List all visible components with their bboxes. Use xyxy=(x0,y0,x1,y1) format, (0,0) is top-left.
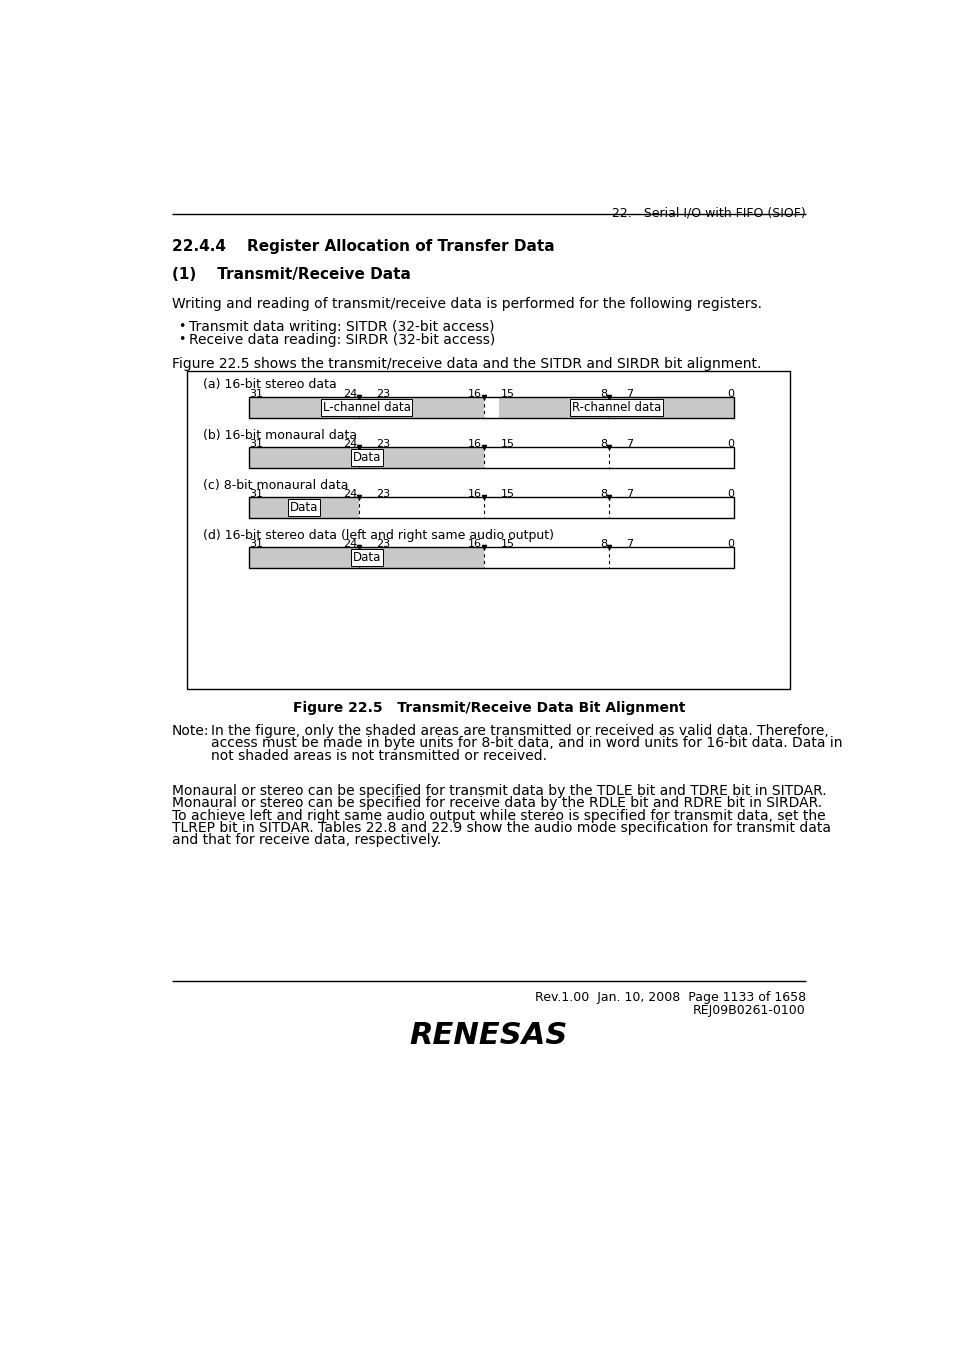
Text: To achieve left and right same audio output while stereo is specified for transm: To achieve left and right same audio out… xyxy=(172,809,824,822)
Text: Figure 22.5 shows the transmit/receive data and the SITDR and SIRDR bit alignmen: Figure 22.5 shows the transmit/receive d… xyxy=(172,356,760,371)
Bar xyxy=(249,447,733,467)
Text: 31: 31 xyxy=(249,439,263,450)
Text: 24: 24 xyxy=(343,489,357,500)
Text: 15: 15 xyxy=(500,439,515,450)
Text: (a) 16-bit stereo data: (a) 16-bit stereo data xyxy=(203,378,336,390)
Text: L-channel data: L-channel data xyxy=(322,401,410,413)
Bar xyxy=(249,447,733,467)
Text: 15: 15 xyxy=(500,389,515,400)
Text: 7: 7 xyxy=(625,489,633,500)
Text: 23: 23 xyxy=(375,389,390,400)
Text: R-channel data: R-channel data xyxy=(572,401,660,413)
Text: 31: 31 xyxy=(249,389,263,400)
Text: In the figure, only the shaded areas are transmitted or received as valid data. : In the figure, only the shaded areas are… xyxy=(211,724,827,738)
Text: (d) 16-bit stereo data (left and right same audio output): (d) 16-bit stereo data (left and right s… xyxy=(203,529,554,543)
Text: Note:: Note: xyxy=(172,724,210,738)
Bar xyxy=(249,497,733,518)
Text: (b) 16-bit monaural data: (b) 16-bit monaural data xyxy=(203,429,356,443)
Text: 8: 8 xyxy=(599,439,607,450)
Bar xyxy=(249,397,733,417)
Bar xyxy=(249,497,358,518)
Text: 22.   Serial I/O with FIFO (SIOF): 22. Serial I/O with FIFO (SIOF) xyxy=(612,207,805,220)
Text: Writing and reading of transmit/receive data is performed for the following regi: Writing and reading of transmit/receive … xyxy=(172,297,761,310)
Text: 8: 8 xyxy=(599,489,607,500)
Text: (c) 8-bit monaural data: (c) 8-bit monaural data xyxy=(203,479,348,493)
Text: •: • xyxy=(178,333,185,346)
Text: 24: 24 xyxy=(343,439,357,450)
Text: 31: 31 xyxy=(249,489,263,500)
Text: Data: Data xyxy=(290,501,318,514)
Text: Data: Data xyxy=(352,551,380,564)
Text: 15: 15 xyxy=(500,539,515,549)
Text: 15: 15 xyxy=(500,489,515,500)
Bar xyxy=(249,547,733,568)
Text: 16: 16 xyxy=(468,489,482,500)
Text: REJ09B0261-0100: REJ09B0261-0100 xyxy=(693,1003,805,1017)
Text: Transmit data writing: SITDR (32-bit access): Transmit data writing: SITDR (32-bit acc… xyxy=(189,320,494,333)
Bar xyxy=(249,547,483,568)
Text: TLREP bit in SITDAR. Tables 22.8 and 22.9 show the audio mode specification for : TLREP bit in SITDAR. Tables 22.8 and 22.… xyxy=(172,821,830,836)
Text: 7: 7 xyxy=(625,539,633,549)
Text: 8: 8 xyxy=(599,389,607,400)
Text: Monaural or stereo can be specified for receive data by the RDLE bit and RDRE bi: Monaural or stereo can be specified for … xyxy=(172,796,821,810)
Bar xyxy=(249,497,733,518)
Text: •: • xyxy=(178,320,185,333)
Text: 7: 7 xyxy=(625,439,633,450)
Text: RENESAS: RENESAS xyxy=(409,1021,568,1049)
Text: 0: 0 xyxy=(726,539,733,549)
Bar xyxy=(499,397,733,417)
Text: 16: 16 xyxy=(468,539,482,549)
Text: not shaded areas is not transmitted or received.: not shaded areas is not transmitted or r… xyxy=(211,749,546,763)
Text: access must be made in byte units for 8-bit data, and in word units for 16-bit d: access must be made in byte units for 8-… xyxy=(211,736,841,751)
Bar xyxy=(249,447,483,467)
Bar xyxy=(249,397,733,417)
Text: Data: Data xyxy=(352,451,380,464)
Text: 0: 0 xyxy=(726,389,733,400)
Text: Monaural or stereo can be specified for transmit data by the TDLE bit and TDRE b: Monaural or stereo can be specified for … xyxy=(172,784,825,798)
Bar xyxy=(249,547,733,568)
Text: 8: 8 xyxy=(599,539,607,549)
Text: Figure 22.5   Transmit/Receive Data Bit Alignment: Figure 22.5 Transmit/Receive Data Bit Al… xyxy=(293,701,684,716)
Text: 23: 23 xyxy=(375,439,390,450)
Text: Rev.1.00  Jan. 10, 2008  Page 1133 of 1658: Rev.1.00 Jan. 10, 2008 Page 1133 of 1658 xyxy=(535,991,805,1004)
Text: 0: 0 xyxy=(726,439,733,450)
Text: 7: 7 xyxy=(625,389,633,400)
Text: (1)    Transmit/Receive Data: (1) Transmit/Receive Data xyxy=(172,267,411,282)
Text: 31: 31 xyxy=(249,539,263,549)
Text: 23: 23 xyxy=(375,489,390,500)
Text: 16: 16 xyxy=(468,389,482,400)
Text: 22.4.4    Register Allocation of Transfer Data: 22.4.4 Register Allocation of Transfer D… xyxy=(172,239,554,254)
Text: 0: 0 xyxy=(726,489,733,500)
Text: Receive data reading: SIRDR (32-bit access): Receive data reading: SIRDR (32-bit acce… xyxy=(189,333,495,347)
Text: and that for receive data, respectively.: and that for receive data, respectively. xyxy=(172,833,440,848)
Bar xyxy=(187,371,790,690)
Text: 24: 24 xyxy=(343,389,357,400)
Text: 24: 24 xyxy=(343,539,357,549)
Text: 23: 23 xyxy=(375,539,390,549)
Text: 16: 16 xyxy=(468,439,482,450)
Bar xyxy=(249,397,483,417)
